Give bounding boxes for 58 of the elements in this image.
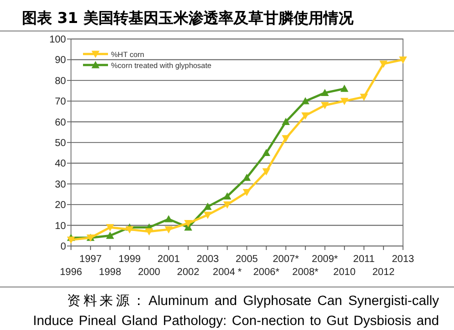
y-tick-label: 0 (60, 242, 66, 252)
point (126, 226, 134, 234)
x-tick-label: 2002 (177, 267, 200, 278)
y-tick-label: 100 (49, 34, 66, 46)
x-tick-label: 2008* (292, 267, 319, 278)
point (184, 220, 192, 228)
y-tick-label: 40 (54, 158, 66, 170)
point (301, 97, 310, 104)
text: 资料来源：Aluminum and Glyphosate Can Synergisti-cally Induce Pineal Gland Pathology: Con-nection to Gut Dysbiosis and (33, 292, 439, 330)
point (282, 135, 290, 142)
point (340, 98, 348, 106)
x-tick-label: 2001 (158, 254, 180, 265)
x-tick-label: 2005 (236, 254, 258, 265)
x-tick-label: 1999 (118, 254, 142, 265)
y-tick-label: 80 (54, 76, 66, 87)
x-tick-label: 2007* (272, 254, 299, 265)
point (262, 148, 270, 156)
point (399, 56, 407, 64)
point (67, 236, 75, 244)
y-tick-label: 90 (54, 55, 66, 66)
x-tick-label: 2006* (253, 267, 280, 278)
point (106, 224, 114, 232)
point (282, 118, 290, 125)
y-tick-label: 10 (54, 220, 66, 232)
point (340, 84, 348, 92)
x-tick-label: 2000 (138, 267, 161, 278)
title: 图表 31 美国转基因玉米渗透率及草甘膦使用情况 (22, 9, 354, 27)
point (320, 102, 329, 110)
x-tick-label: 2009* (312, 254, 338, 265)
point (242, 174, 251, 181)
y-tick-label: 50 (54, 138, 66, 149)
point (204, 202, 212, 210)
point (379, 60, 388, 68)
y-tick-label: 30 (54, 179, 66, 190)
point (164, 226, 173, 234)
y-tick-label: 70 (54, 96, 66, 108)
point (301, 112, 310, 120)
point (164, 215, 173, 222)
x-tick-label: 1996 (60, 267, 83, 278)
x-tick-label: 2012 (372, 267, 396, 278)
x-tick-label: 2013 (392, 254, 415, 265)
point (223, 201, 232, 209)
x-tick-label: 2011 (353, 254, 376, 265)
point (360, 94, 368, 101)
x-tick-label: 1997 (79, 254, 102, 265)
point (106, 232, 114, 239)
x-tick-label: 2004 * (212, 267, 242, 278)
point (204, 212, 212, 219)
y-tick-label: 20 (54, 200, 66, 212)
point (320, 88, 329, 96)
x-tick-label: 2003 (196, 254, 220, 265)
x-tick-label: 2010 (333, 267, 356, 278)
x-tick-label: 1998 (98, 267, 122, 278)
point (242, 188, 251, 196)
point (262, 168, 270, 176)
y-tick-label: 60 (54, 117, 66, 128)
point (223, 192, 232, 200)
point (145, 228, 154, 236)
